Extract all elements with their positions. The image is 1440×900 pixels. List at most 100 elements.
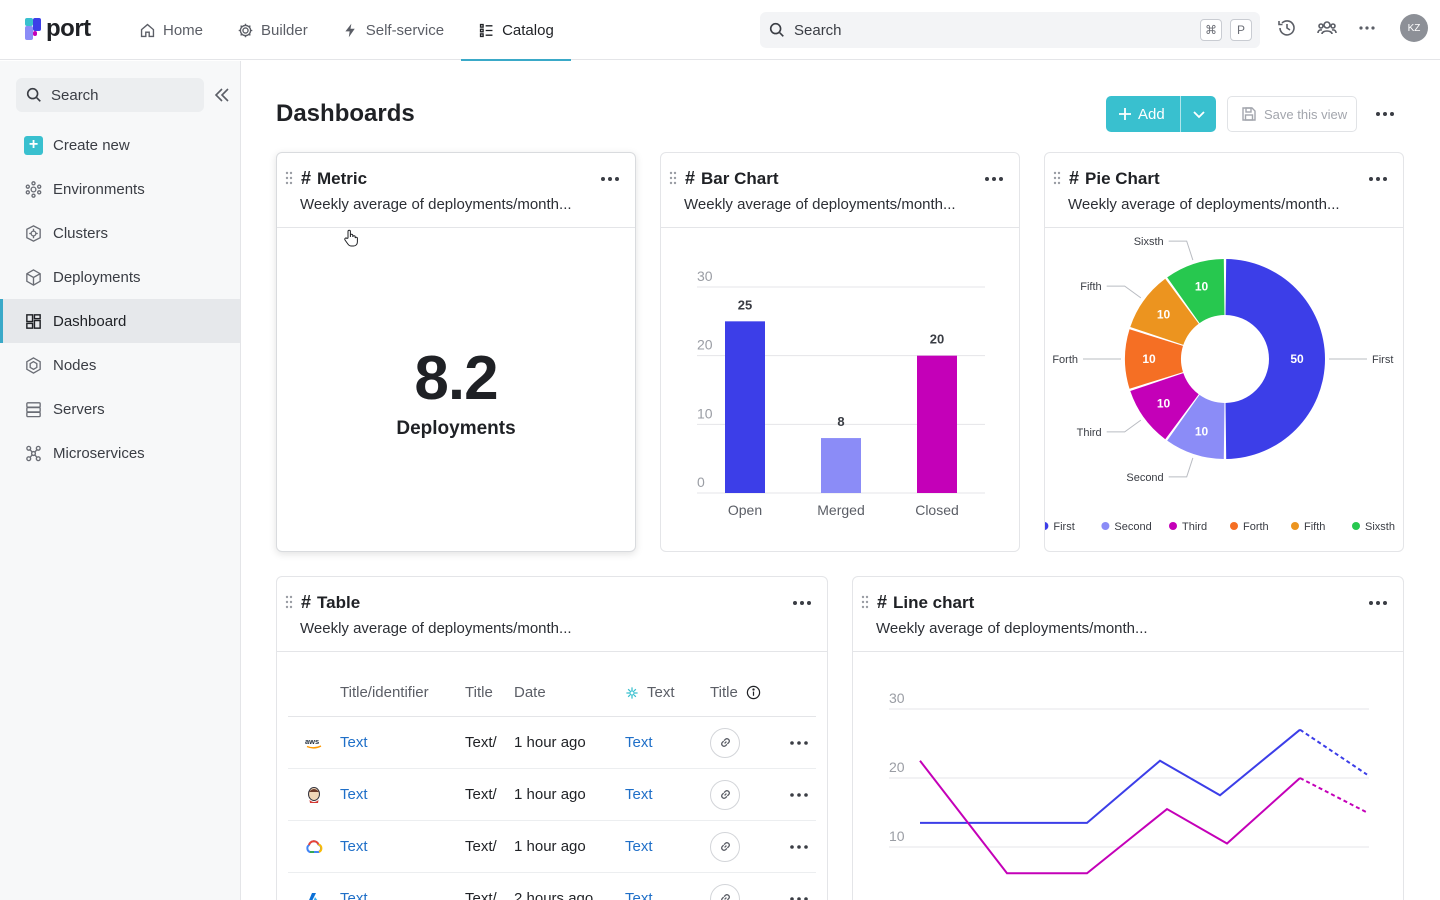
row-text-link[interactable]: Text: [625, 786, 653, 803]
table-widget: # Table Weekly average of deployments/mon…: [276, 576, 828, 900]
table-row[interactable]: aws Text Text/ 1 hour ago Text: [288, 717, 816, 769]
table-row[interactable]: Text Text/ 2 hours ago Text: [288, 873, 816, 900]
row-identifier-link[interactable]: Text: [340, 786, 368, 803]
sidebar-item-environments[interactable]: Environments: [0, 167, 240, 211]
y-tick-label: 20: [889, 759, 905, 775]
column-header-text[interactable]: Text: [625, 684, 710, 701]
legend-label: Second: [1114, 521, 1151, 533]
sidebar-item-microservices[interactable]: Microservices: [0, 431, 240, 475]
y-tick-label: 30: [889, 690, 905, 706]
nav-builder[interactable]: Builder: [220, 0, 325, 60]
row-more-icon[interactable]: [789, 792, 809, 798]
link-icon[interactable]: [710, 779, 740, 810]
more-icon[interactable]: [1356, 17, 1378, 39]
widget-title-text: Line chart: [893, 592, 975, 612]
hash-icon: #: [877, 592, 888, 612]
save-icon: [1242, 107, 1256, 121]
search-icon: [26, 87, 41, 102]
sidebar-item-nodes[interactable]: Nodes: [0, 343, 240, 387]
row-identifier-link[interactable]: Text: [340, 734, 368, 751]
bar-value-label: 20: [930, 332, 944, 347]
save-view-button[interactable]: Save this view: [1227, 96, 1357, 132]
legend-marker: [1230, 522, 1238, 530]
table-row[interactable]: Text Text/ 1 hour ago Text: [288, 821, 816, 873]
helm-icon: [26, 224, 41, 242]
svg-text:aws: aws: [305, 737, 319, 746]
history-icon[interactable]: [1276, 17, 1298, 39]
add-button-main[interactable]: Add: [1106, 96, 1181, 132]
widget-more-icon[interactable]: [1367, 169, 1389, 189]
widget-title-text: Pie Chart: [1085, 168, 1160, 188]
row-text-link[interactable]: Text: [625, 890, 653, 900]
sidebar-item-create-new[interactable]: + Create new: [0, 123, 240, 167]
legend-marker: [1352, 522, 1360, 530]
page-more-icon[interactable]: [1373, 104, 1397, 124]
port-logo-icon: [22, 16, 42, 42]
global-search[interactable]: Search ⌘ P: [760, 12, 1260, 48]
drag-handle-icon[interactable]: [861, 595, 869, 609]
column-header[interactable]: Title/identifier: [340, 684, 429, 701]
sidebar-search-input[interactable]: Search: [16, 78, 204, 112]
table-row[interactable]: Text Text/ 1 hour ago Text: [288, 769, 816, 821]
nav-home[interactable]: Home: [122, 0, 220, 60]
bar: [725, 321, 765, 493]
box-icon: [26, 268, 41, 286]
bar-value-label: 25: [738, 297, 752, 312]
nav-catalog[interactable]: Catalog: [461, 0, 571, 61]
widget-more-icon[interactable]: [1367, 593, 1389, 613]
row-more-icon[interactable]: [789, 740, 809, 746]
row-more-icon[interactable]: [789, 896, 809, 900]
column-header-with-info[interactable]: Title: [710, 684, 782, 701]
pie-slice: [1167, 394, 1225, 459]
line-series-forecast: [1299, 728, 1368, 776]
sidebar-item-label: Create new: [53, 136, 130, 154]
slice-label: Second: [1126, 472, 1163, 484]
slice-label: Sixsth: [1134, 236, 1164, 248]
gcp-icon: [306, 839, 323, 853]
row-identifier-link[interactable]: Text: [340, 838, 368, 855]
sidebar-list: + Create new Environments Clusters Deplo…: [0, 123, 240, 475]
drag-handle-icon[interactable]: [285, 171, 293, 185]
row-text-link[interactable]: Text: [625, 838, 653, 855]
drag-handle-icon[interactable]: [1053, 171, 1061, 185]
drag-handle-icon[interactable]: [669, 171, 677, 185]
widget-more-icon[interactable]: [791, 593, 813, 613]
link-icon[interactable]: [710, 831, 740, 862]
nav-self-service[interactable]: Self-service: [325, 0, 461, 60]
legend-marker: [1169, 522, 1177, 530]
nav-home-label: Home: [163, 21, 204, 39]
team-icon[interactable]: [1316, 17, 1338, 39]
bar-value-label: 8: [837, 414, 844, 429]
collapse-sidebar-icon[interactable]: [212, 85, 232, 105]
shortcut-key-cmd: ⌘: [1200, 19, 1222, 41]
sidebar-item-label: Dashboard: [53, 312, 127, 330]
y-tick-label: 0: [697, 474, 705, 490]
sidebar-item-label: Nodes: [53, 356, 97, 374]
port-logo[interactable]: port: [22, 16, 91, 42]
line-series: [920, 728, 1301, 824]
sidebar-item-clusters[interactable]: Clusters: [0, 211, 240, 255]
column-header[interactable]: Title: [465, 684, 493, 701]
microservice-icon: [26, 445, 41, 461]
x-tick-label: Open: [728, 502, 762, 518]
widget-title: # Bar Chart: [685, 168, 778, 189]
sidebar-item-dashboard[interactable]: Dashboard: [0, 299, 240, 343]
info-icon[interactable]: [746, 685, 761, 700]
sidebar-item-deployments[interactable]: Deployments: [0, 255, 240, 299]
add-button[interactable]: Add: [1106, 96, 1216, 132]
add-dropdown-toggle[interactable]: [1181, 107, 1216, 121]
widget-more-icon[interactable]: [983, 169, 1005, 189]
avatar[interactable]: KZ: [1400, 14, 1428, 42]
widget-more-icon[interactable]: [599, 169, 621, 189]
column-header[interactable]: Date: [514, 684, 546, 701]
link-icon[interactable]: [710, 727, 740, 758]
row-text-link[interactable]: Text: [625, 734, 653, 751]
link-icon[interactable]: [710, 883, 740, 900]
row-more-icon[interactable]: [789, 844, 809, 850]
pie-chart-widget: # Pie Chart Weekly average of deployments…: [1044, 152, 1404, 552]
sidebar-item-servers[interactable]: Servers: [0, 387, 240, 431]
drag-handle-icon[interactable]: [285, 595, 293, 609]
y-tick-label: 10: [697, 405, 713, 421]
column-header-label: Text: [647, 684, 675, 701]
row-identifier-link[interactable]: Text: [340, 890, 368, 900]
